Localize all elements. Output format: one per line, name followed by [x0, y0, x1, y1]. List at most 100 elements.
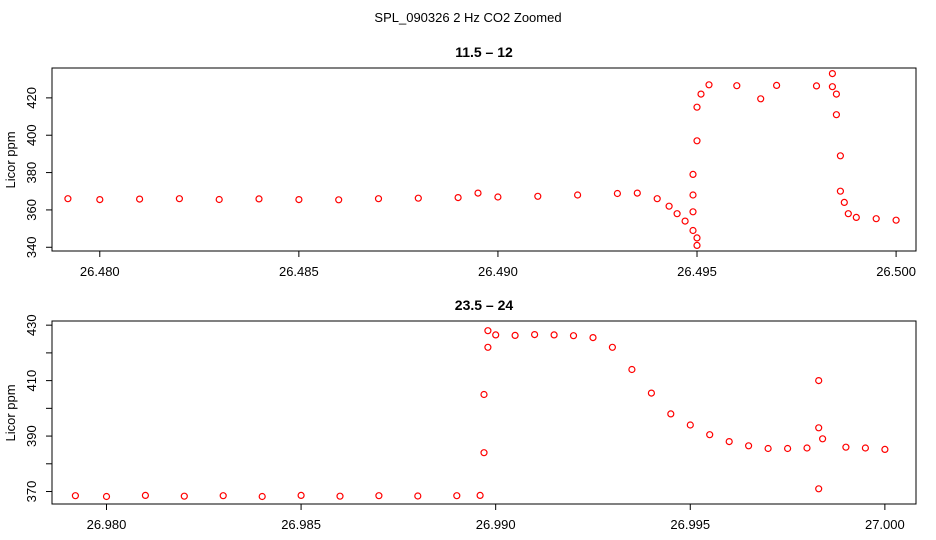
plot-2-y-axis: 370 390 410 430: [24, 314, 52, 502]
plot-1-point-18: [665, 202, 673, 210]
plot-1-ytick-label: 380: [24, 162, 39, 184]
plot-2-ytick-label: 410: [24, 370, 39, 392]
plot-1-point-40: [836, 187, 845, 195]
plot-panel-1: 11.5 – 12 26.480 26.485 26.490 26.495 26.500…: [3, 44, 917, 279]
plot-1-ytick-label: 420: [24, 87, 39, 109]
plot-1-point-31: [733, 82, 741, 90]
plot-1-point-37: [832, 90, 841, 98]
plot-2-point-23: [628, 365, 636, 374]
plot-2-point-26: [686, 421, 694, 429]
plot-2-point-6: [297, 491, 305, 499]
plot-2-point-11: [476, 491, 484, 499]
plot-1-xtick-label: 26.495: [677, 264, 717, 279]
plot-2-point-38: [861, 444, 870, 452]
plot-1-point-27: [693, 137, 701, 145]
plot-2-point-30: [764, 444, 772, 453]
plot-1-frame: [51, 67, 917, 252]
plot-2-point-37: [842, 443, 850, 451]
plot-1-point-38: [832, 111, 841, 119]
plot-1-title: 11.5 – 12: [455, 44, 513, 60]
plot-1-point-29: [697, 90, 705, 98]
plot-2-point-27: [706, 431, 714, 439]
plot-1-point-11: [474, 189, 482, 197]
plot-1-point-21: [689, 226, 697, 235]
plot-2-point-21: [589, 334, 597, 342]
plot-2-point-5: [258, 492, 266, 501]
plot-2-xtick-label: 26.995: [670, 517, 710, 532]
figure-suptitle: SPL_090326 2 Hz CO2 Zoomed: [374, 10, 561, 25]
plot-1-xtick-label: 26.485: [279, 264, 319, 279]
plot-1-point-30: [705, 81, 713, 89]
plot-2-point-16: [492, 331, 500, 339]
plot-1-xtick-label: 26.500: [876, 264, 916, 279]
plot-1-point-42: [844, 210, 852, 218]
plot-2-xtick-label: 26.985: [281, 517, 321, 532]
plot-2-point-25: [667, 410, 675, 418]
plot-1-point-16: [633, 189, 641, 197]
plot-1-ytick-label: 340: [24, 236, 39, 258]
plot-2-point-33: [815, 377, 823, 385]
plot-1-point-39: [836, 152, 845, 160]
plot-1-point-1: [96, 196, 104, 204]
plot-1-point-43: [852, 213, 860, 221]
plot-2-xtick-label: 27.000: [865, 517, 905, 532]
plot-1-point-28: [693, 103, 701, 111]
plot-1-point-35: [828, 83, 837, 91]
plot-2-ytick-label: 370: [24, 481, 39, 503]
plot-2-xtick-label: 26.990: [476, 517, 516, 532]
plot-1-point-2: [136, 195, 144, 203]
plot-1-point-25: [689, 191, 697, 199]
plot-2-point-32: [803, 444, 811, 452]
plot-2-point-35: [815, 424, 823, 432]
plot-2-x-axis: 26.980 26.985 26.990 26.995 27.000: [87, 504, 905, 532]
plot-1-point-22: [693, 234, 701, 242]
plot-1-point-32: [757, 95, 765, 103]
plot-2-point-24: [647, 389, 656, 397]
plot-1-point-4: [215, 195, 223, 204]
plot-2-point-15: [484, 327, 492, 335]
plot-2-point-18: [530, 331, 539, 339]
plot-2-point-28: [725, 438, 733, 446]
plot-1-point-0: [64, 195, 72, 203]
plot-2-point-17: [511, 331, 519, 339]
plot-1-point-13: [534, 192, 542, 200]
plot-2-point-3: [180, 492, 188, 500]
plot-2-point-36: [818, 435, 827, 443]
plot-2-point-8: [375, 492, 383, 500]
plot-1-point-44: [872, 215, 880, 223]
plot-2-point-10: [453, 492, 461, 500]
plot-1-point-14: [573, 191, 582, 199]
plot-2-point-2: [141, 491, 149, 499]
plot-1-point-19: [673, 210, 681, 218]
plot-1-point-6: [295, 196, 303, 204]
plot-2-ylabel: Licor ppm: [3, 384, 18, 441]
plot-1-point-15: [613, 189, 622, 198]
plot-1-points: [64, 69, 900, 249]
plot-2-point-12: [480, 449, 488, 457]
plot-1-point-5: [255, 195, 263, 203]
plot-1-point-36: [828, 69, 837, 78]
plot-2-point-13: [480, 390, 488, 399]
plot-2-point-31: [783, 444, 792, 453]
plot-1-y-axis: 340 360 380 400 420: [24, 87, 52, 258]
plot-2-point-39: [881, 445, 889, 453]
plot-2-frame: [51, 320, 917, 505]
plot-1-ytick-label: 400: [24, 124, 39, 146]
plot-1-point-8: [374, 195, 383, 203]
plot-1-point-10: [454, 194, 462, 202]
plot-2-point-29: [744, 442, 753, 450]
plot-panel-2: 23.5 – 24 26.980 26.985 26.990 26.995 27.000…: [3, 297, 917, 532]
plot-2-point-9: [414, 492, 422, 500]
plot-1-point-20: [681, 217, 689, 225]
plot-2-xtick-label: 26.980: [87, 517, 127, 532]
plot-2-point-34: [815, 485, 823, 493]
plot-1-x-axis: 26.480 26.485 26.490 26.495 26.500: [80, 251, 916, 279]
plot-1-point-26: [689, 170, 697, 178]
plot-1-point-7: [335, 196, 343, 204]
plot-1-point-34: [812, 82, 821, 90]
plot-1-xtick-label: 26.480: [80, 264, 120, 279]
plot-1-xtick-label: 26.490: [478, 264, 518, 279]
plot-2-title: 23.5 – 24: [455, 297, 514, 313]
plot-2-point-22: [608, 343, 617, 351]
